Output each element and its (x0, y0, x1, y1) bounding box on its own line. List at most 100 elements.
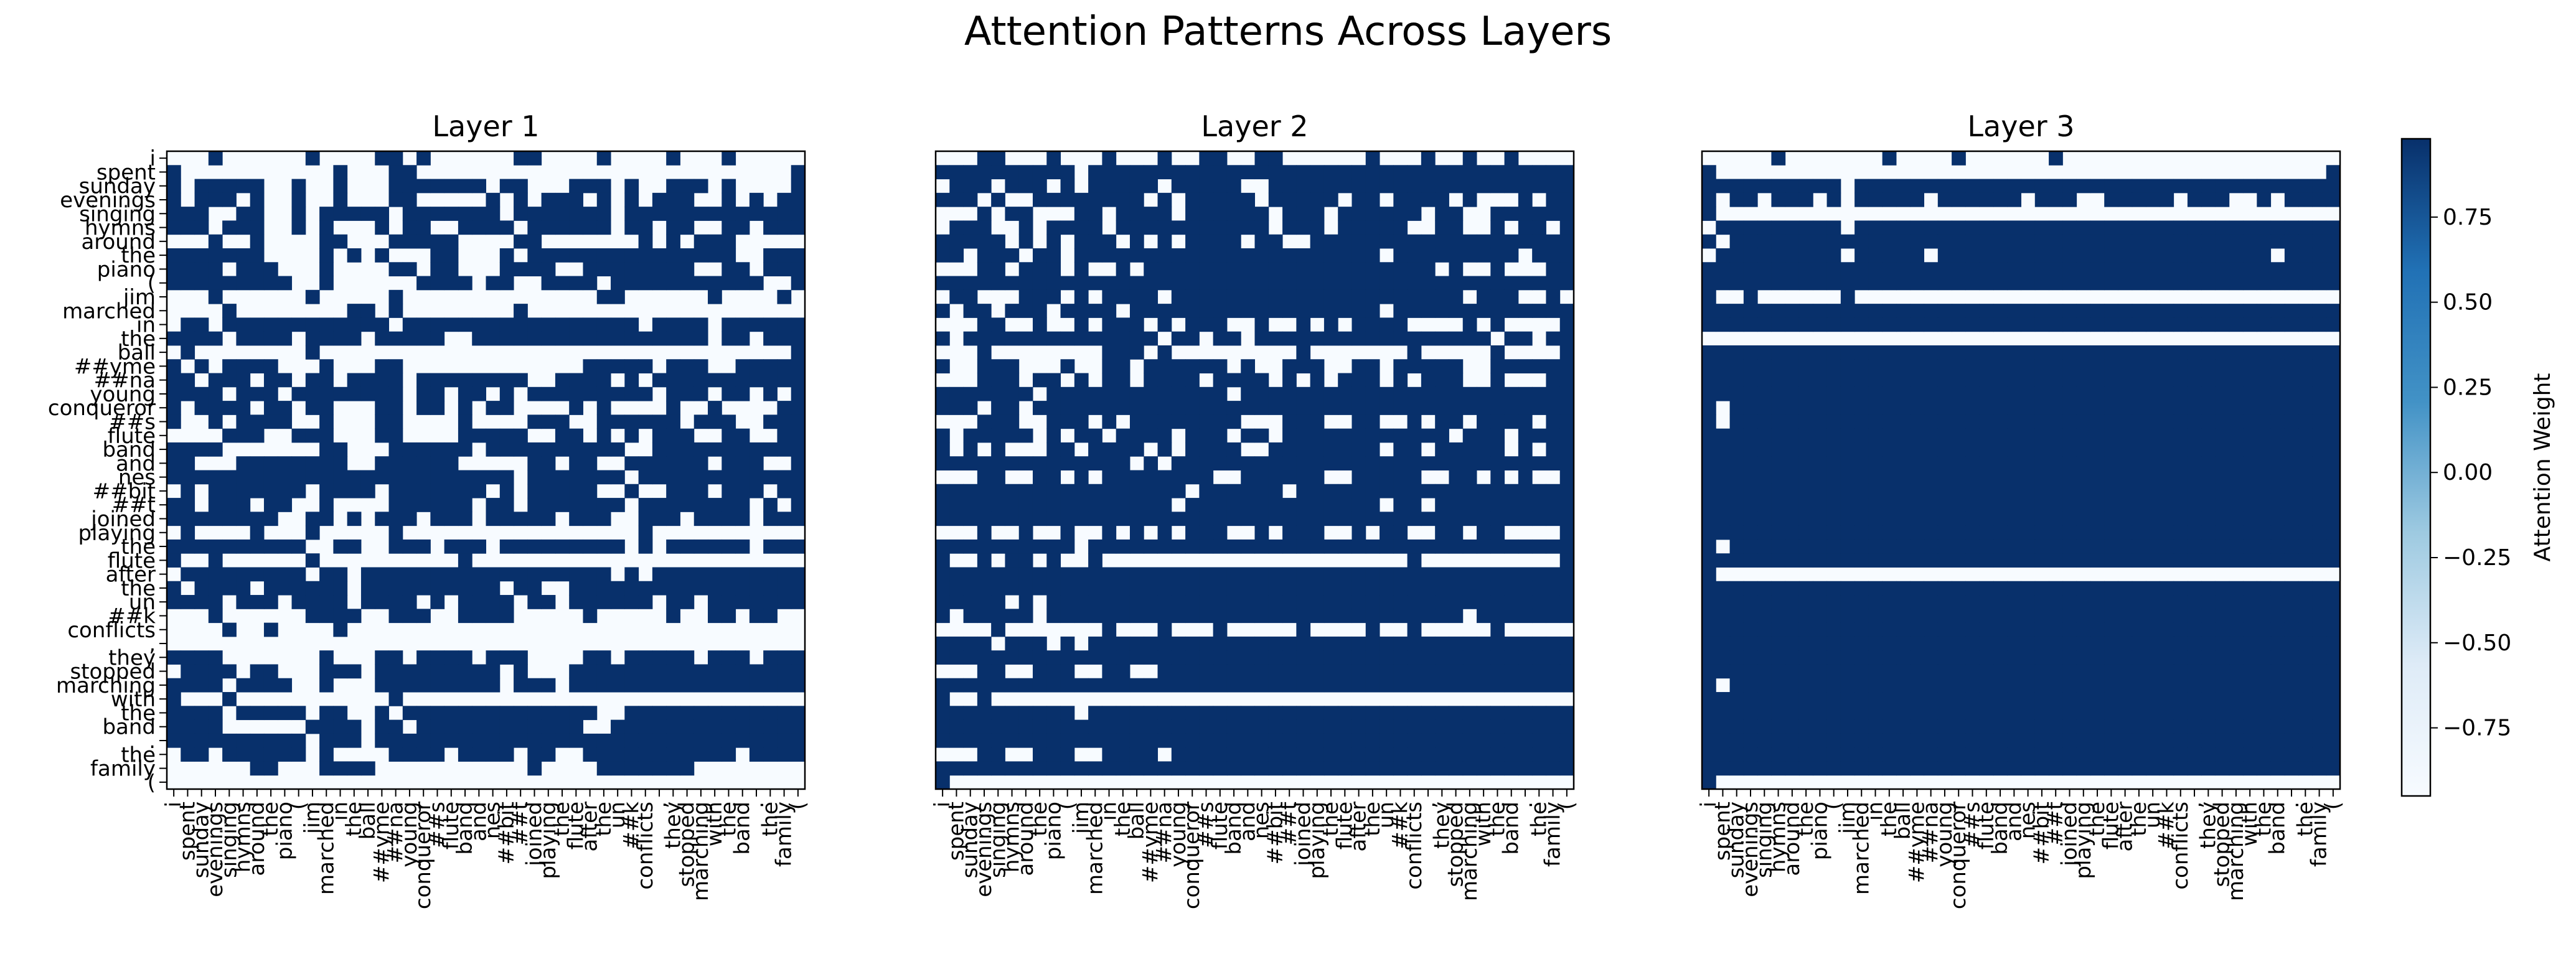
heatmap-cell (2201, 401, 2216, 415)
heatmap-cell (1813, 359, 1828, 374)
heatmap-cell (1296, 401, 1311, 415)
heatmap-cell (1435, 207, 1449, 221)
heatmap-cell (2187, 192, 2202, 207)
heatmap-cell (1421, 165, 1436, 180)
heatmap-cell (1771, 609, 1786, 624)
heatmap-cell (388, 331, 403, 346)
heatmap-cell (194, 317, 209, 332)
heatmap-cell (1449, 719, 1464, 734)
heatmap-cell (1716, 276, 1731, 291)
heatmap-cell (2270, 525, 2285, 540)
heatmap-cell (1296, 609, 1311, 624)
heatmap-cell (2090, 498, 2105, 512)
heatmap-cell (963, 220, 978, 235)
heatmap-cell (1477, 733, 1491, 748)
heatmap-cell (1826, 414, 1841, 429)
heatmap-cell (1310, 678, 1325, 693)
heatmap-cell (2007, 359, 2021, 374)
heatmap-cell (1435, 428, 1449, 443)
heatmap-cell (2284, 359, 2299, 374)
heatmap-cell (1937, 498, 1952, 512)
heatmap-cell (514, 581, 528, 596)
heatmap-cell (749, 567, 764, 582)
y-tick-label: the (121, 535, 156, 559)
heatmap-cell (1757, 373, 1772, 388)
heatmap-cell (250, 207, 265, 221)
heatmap-cell (1743, 581, 1758, 596)
heatmap-cell (1840, 442, 1855, 457)
heatmap-cell (569, 248, 583, 263)
x-tick-label: joined (522, 802, 547, 867)
heatmap-cell (1144, 165, 1159, 180)
heatmap-cell (1757, 359, 1772, 374)
heatmap-cell (1993, 733, 2008, 748)
heatmap-cell (1840, 733, 1855, 748)
heatmap-cell (527, 220, 542, 235)
heatmap-cell (1952, 581, 1966, 596)
heatmap-cell (936, 553, 950, 568)
heatmap-cell (2034, 192, 2049, 207)
heatmap-cell (1771, 692, 1786, 706)
heatmap-cell (2187, 747, 2202, 762)
heatmap-cell (388, 165, 403, 180)
heatmap-cell (1798, 248, 1813, 263)
heatmap-cell (1868, 234, 1883, 249)
heatmap-cell (1532, 304, 1546, 318)
heatmap-cell (2090, 595, 2105, 609)
heatmap-cell (1477, 484, 1491, 498)
heatmap-cell (360, 567, 375, 582)
heatmap-cell (583, 179, 598, 194)
heatmap-cell (1157, 165, 1172, 180)
heatmap-cell (1979, 192, 1994, 207)
heatmap-cell (1462, 650, 1477, 665)
heatmap-cell (2132, 733, 2146, 748)
heatmap-cell (1771, 442, 1786, 457)
heatmap-cell (1702, 442, 1716, 457)
heatmap-cell (2090, 484, 2105, 498)
heatmap-cell (693, 484, 708, 498)
heatmap-cell (333, 470, 348, 485)
heatmap-cell (1296, 207, 1311, 221)
heatmap-cell (1937, 179, 1952, 194)
heatmap-cell (319, 678, 334, 693)
heatmap-cell (1716, 304, 1731, 318)
heatmap-cell (1310, 636, 1325, 651)
heatmap-cell (949, 456, 964, 470)
heatmap-cell (1743, 664, 1758, 679)
heatmap-cell (977, 512, 992, 526)
heatmap-cell (1213, 220, 1228, 235)
heatmap-cell (1490, 706, 1505, 721)
heatmap-cell (319, 220, 334, 235)
heatmap-cell (2298, 733, 2313, 748)
heatmap-cell (181, 719, 195, 734)
heatmap-cell (1729, 498, 1744, 512)
heatmap-cell (2215, 747, 2230, 762)
heatmap-cell (680, 484, 695, 498)
heatmap-cell (2118, 262, 2133, 277)
heatmap-cell (541, 207, 556, 221)
heatmap-cell (1729, 179, 1744, 194)
heatmap-cell (1757, 539, 1772, 554)
heatmap-cell (1241, 664, 1255, 679)
heatmap-cell (1826, 234, 1841, 249)
heatmap-cell (2257, 761, 2272, 776)
heatmap-cell (977, 179, 992, 194)
heatmap-cell (1129, 609, 1144, 624)
x-tick-label: playing (2071, 802, 2096, 879)
heatmap-cell (1965, 220, 1980, 235)
heatmap-cell (1296, 289, 1311, 304)
plot-frame (166, 150, 806, 790)
heatmap-cell (2049, 664, 2063, 679)
heatmap-cell (777, 512, 792, 526)
heatmap-cell (1729, 276, 1744, 291)
heatmap-cell (2243, 664, 2257, 679)
heatmap-cell (2270, 512, 2285, 526)
heatmap-cell (2118, 636, 2133, 651)
heatmap-cell (1798, 609, 1813, 624)
heatmap-cell (1296, 345, 1311, 360)
heatmap-cell (2284, 470, 2299, 485)
heatmap-cell (1185, 192, 1200, 207)
heatmap-cell (1952, 386, 1966, 401)
heatmap-cell (1226, 539, 1241, 554)
heatmap-cell (1323, 234, 1338, 249)
